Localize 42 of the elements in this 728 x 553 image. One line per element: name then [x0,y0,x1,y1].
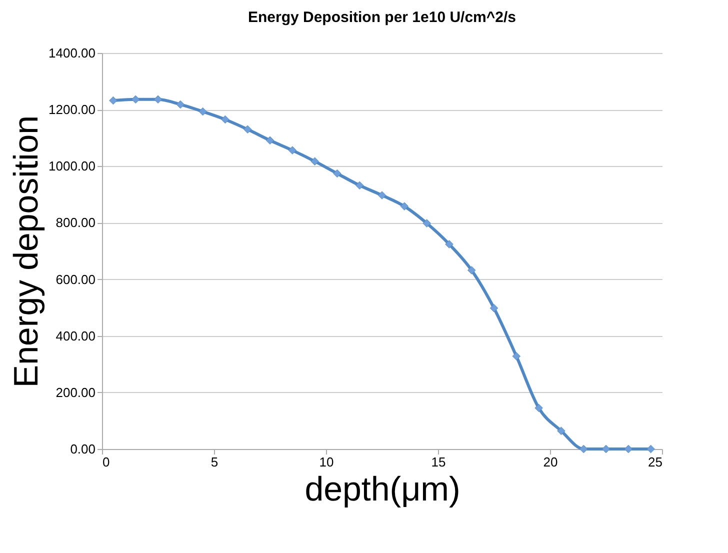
point [109,96,118,105]
point [579,444,588,454]
y-tick-label: 600.00 [56,272,96,287]
x-tick-label: 20 [543,454,558,470]
point [490,304,498,312]
x-tick-label: 10 [319,454,334,470]
point [221,115,230,124]
point [512,352,521,360]
point [310,157,319,166]
point [557,426,566,436]
point [198,107,207,116]
point [646,444,655,454]
x-tick-label: 25 [648,454,662,470]
point [422,219,431,228]
y-tick-label: 800.00 [56,215,96,230]
y-tick-label: 1000.00 [48,158,96,174]
x-tick-label: 15 [431,454,446,470]
point [400,202,409,210]
y-axis-title: Energy deposition [8,115,46,388]
point [624,444,633,454]
point [467,266,476,274]
point [534,404,543,412]
y-tick-label: 1400.00 [48,46,96,60]
y-tick-label: 400.00 [56,328,96,344]
point [288,146,297,154]
point [154,95,162,104]
point [378,191,386,200]
x-tick-label: 5 [210,454,218,470]
point [266,136,274,145]
chart-title: Energy Deposition per 1e10 U/cm^2/s [248,9,516,26]
point [176,100,185,109]
y-tick-label: 0.00 [70,442,96,456]
point [333,169,342,178]
y-tick-label: 200.00 [56,384,96,400]
point [243,125,252,134]
point [131,95,140,104]
point [445,240,454,248]
x-tick-label: 0 [102,454,110,470]
point [602,444,610,454]
y-tick-label: 1200.00 [48,102,96,118]
x-axis-title: depth(μm) [304,470,460,508]
point [355,181,364,190]
